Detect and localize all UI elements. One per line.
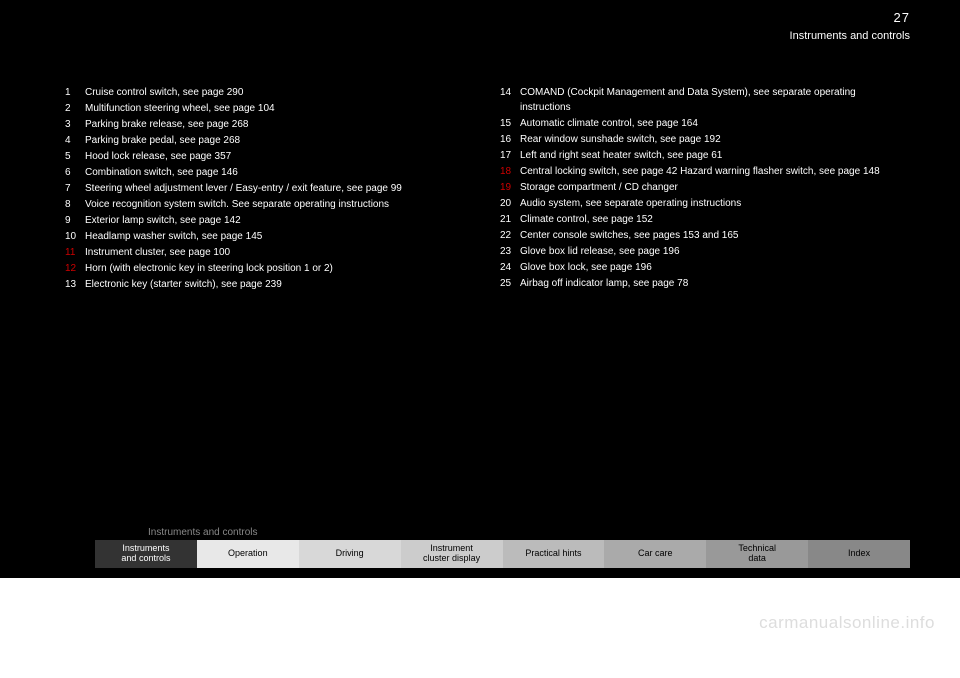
item-text: Storage compartment / CD changer (520, 180, 895, 195)
item-text: Audio system, see separate operating ins… (520, 196, 895, 211)
nav-tab[interactable]: Operation (197, 540, 299, 568)
item-number: 25 (500, 276, 520, 291)
list-item: 17Left and right seat heater switch, see… (500, 148, 895, 163)
item-text: Left and right seat heater switch, see p… (520, 148, 895, 163)
item-number: 12 (65, 261, 85, 276)
item-number: 2 (65, 101, 85, 116)
list-item: 8Voice recognition system switch. See se… (65, 197, 460, 212)
list-item: 25Airbag off indicator lamp, see page 78 (500, 276, 895, 291)
nav-tab[interactable]: Technicaldata (706, 540, 808, 568)
item-number: 11 (65, 245, 85, 260)
item-text: Voice recognition system switch. See sep… (85, 197, 460, 212)
list-item: 7Steering wheel adjustment lever / Easy-… (65, 181, 460, 196)
list-item: 6Combination switch, see page 146 (65, 165, 460, 180)
item-number: 1 (65, 85, 85, 100)
item-number: 13 (65, 277, 85, 292)
item-number: 20 (500, 196, 520, 211)
item-number: 8 (65, 197, 85, 212)
right-column: 14COMAND (Cockpit Management and Data Sy… (500, 85, 895, 293)
item-number: 7 (65, 181, 85, 196)
item-number: 4 (65, 133, 85, 148)
item-text: Glove box lid release, see page 196 (520, 244, 895, 259)
item-text: Steering wheel adjustment lever / Easy-e… (85, 181, 460, 196)
list-item: 3Parking brake release, see page 268 (65, 117, 460, 132)
list-item: 18Central locking switch, see page 42 Ha… (500, 164, 895, 179)
nav-tab[interactable]: Practical hints (503, 540, 605, 568)
item-number: 10 (65, 229, 85, 244)
item-text: Climate control, see page 152 (520, 212, 895, 227)
watermark: carmanualsonline.info (759, 613, 935, 633)
item-number: 23 (500, 244, 520, 259)
list-item: 21Climate control, see page 152 (500, 212, 895, 227)
list-item: 2Multifunction steering wheel, see page … (65, 101, 460, 116)
list-item: 9Exterior lamp switch, see page 142 (65, 213, 460, 228)
list-item: 13Electronic key (starter switch), see p… (65, 277, 460, 292)
item-text: Rear window sunshade switch, see page 19… (520, 132, 895, 147)
content-columns: 1Cruise control switch, see page 2902Mul… (65, 85, 895, 293)
item-number: 16 (500, 132, 520, 147)
nav-tabs: Instrumentsand controlsOperationDrivingI… (95, 540, 910, 568)
item-number: 17 (500, 148, 520, 163)
list-item: 1Cruise control switch, see page 290 (65, 85, 460, 100)
nav-tab[interactable]: Instrumentsand controls (95, 540, 197, 568)
item-number: 5 (65, 149, 85, 164)
list-item: 23Glove box lid release, see page 196 (500, 244, 895, 259)
item-text: Electronic key (starter switch), see pag… (85, 277, 460, 292)
item-number: 3 (65, 117, 85, 132)
item-text: Airbag off indicator lamp, see page 78 (520, 276, 895, 291)
item-number: 22 (500, 228, 520, 243)
item-number: 18 (500, 164, 520, 179)
item-number: 6 (65, 165, 85, 180)
item-text: Central locking switch, see page 42 Haza… (520, 164, 895, 179)
list-item: 16Rear window sunshade switch, see page … (500, 132, 895, 147)
item-number: 21 (500, 212, 520, 227)
item-text: Instrument cluster, see page 100 (85, 245, 460, 260)
item-text: Exterior lamp switch, see page 142 (85, 213, 460, 228)
item-text: Multifunction steering wheel, see page 1… (85, 101, 460, 116)
item-text: Automatic climate control, see page 164 (520, 116, 895, 131)
item-text: Combination switch, see page 146 (85, 165, 460, 180)
item-text: Cruise control switch, see page 290 (85, 85, 460, 100)
list-item: 11Instrument cluster, see page 100 (65, 245, 460, 260)
list-item: 19Storage compartment / CD changer (500, 180, 895, 195)
list-item: 15Automatic climate control, see page 16… (500, 116, 895, 131)
section-label: Instruments and controls (148, 527, 258, 538)
nav-tab[interactable]: Index (808, 540, 910, 568)
item-number: 14 (500, 85, 520, 100)
nav-tab[interactable]: Instrumentcluster display (401, 540, 503, 568)
item-number: 15 (500, 116, 520, 131)
item-text: Parking brake pedal, see page 268 (85, 133, 460, 148)
list-item: 10Headlamp washer switch, see page 145 (65, 229, 460, 244)
item-text: Headlamp washer switch, see page 145 (85, 229, 460, 244)
list-item: 24Glove box lock, see page 196 (500, 260, 895, 275)
left-column: 1Cruise control switch, see page 2902Mul… (65, 85, 460, 293)
manual-page: 27 Instruments and controls 1Cruise cont… (0, 0, 960, 578)
list-item: 20Audio system, see separate operating i… (500, 196, 895, 211)
nav-tab[interactable]: Car care (604, 540, 706, 568)
item-number: 9 (65, 213, 85, 228)
item-text: Center console switches, see pages 153 a… (520, 228, 895, 243)
page-number: 27 (894, 10, 910, 25)
list-item: 12Horn (with electronic key in steering … (65, 261, 460, 276)
page-title: Instruments and controls (790, 30, 910, 42)
item-text: Parking brake release, see page 268 (85, 117, 460, 132)
item-number: 24 (500, 260, 520, 275)
list-item: 5Hood lock release, see page 357 (65, 149, 460, 164)
item-text: Horn (with electronic key in steering lo… (85, 261, 460, 276)
item-text: COMAND (Cockpit Management and Data Syst… (520, 85, 895, 115)
item-number: 19 (500, 180, 520, 195)
list-item: 22Center console switches, see pages 153… (500, 228, 895, 243)
item-text: Glove box lock, see page 196 (520, 260, 895, 275)
item-text: Hood lock release, see page 357 (85, 149, 460, 164)
nav-tab[interactable]: Driving (299, 540, 401, 568)
list-item: 14COMAND (Cockpit Management and Data Sy… (500, 85, 895, 115)
list-item: 4Parking brake pedal, see page 268 (65, 133, 460, 148)
